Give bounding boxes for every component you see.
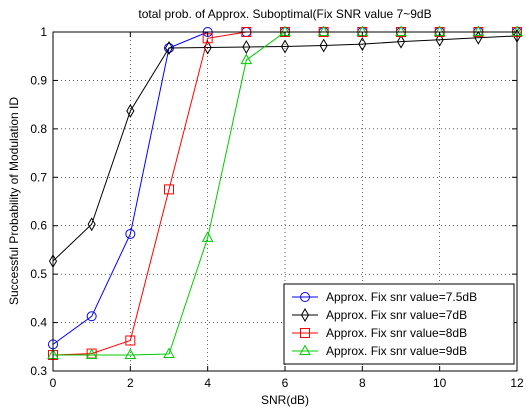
square-marker: [300, 328, 310, 338]
y-tick-label: 0.7: [30, 170, 47, 184]
y-tick-label: 0.8: [30, 122, 47, 136]
y-axis-label: Successful Probability of Modulation ID: [7, 97, 21, 305]
legend-label: Approx. Fix snr value=9dB: [326, 344, 467, 358]
x-tick-label: 2: [127, 376, 134, 390]
triangle-marker: [124, 348, 137, 360]
diamond-marker: [126, 103, 135, 118]
x-tick-label: 10: [433, 376, 447, 390]
y-tick-label: 0.5: [30, 267, 47, 281]
triangle-marker: [201, 231, 214, 242]
x-tick-label: 12: [510, 376, 524, 390]
triangle-marker: [240, 53, 253, 65]
diamond-marker: [396, 34, 406, 49]
series-line: [52, 35, 518, 262]
diamond-marker: [435, 32, 444, 47]
legend: Approx. Fix snr value=7.5dB Approx. Fix s…: [283, 283, 515, 365]
square-marker: [125, 335, 136, 346]
circle-marker: [86, 311, 97, 322]
series-2: [48, 28, 522, 269]
triangle-marker: [163, 347, 175, 359]
triangle-marker: [472, 25, 485, 36]
circle-marker: [125, 228, 136, 239]
x-tick-label: 8: [359, 376, 366, 390]
x-tick-label: 6: [282, 376, 289, 390]
triangle-marker: [85, 348, 98, 360]
diamond-marker: [319, 38, 328, 53]
legend-label: Approx. Fix snr value=7.5dB: [326, 290, 477, 304]
y-tick-label: 0.9: [30, 73, 47, 87]
diamond-marker: [358, 37, 367, 52]
legend-item: Approx. Fix snr value=8dB: [292, 326, 467, 340]
chart-title: total prob. of Approx. Suboptimal(Fix SN…: [138, 7, 431, 21]
diamond-marker: [280, 39, 290, 54]
axis-ticks: 0 2 4 6 8 10 12 0.3 0.4 0.5 0.6 0.7 0.8 0.9 1: [30, 25, 524, 390]
y-tick-label: 0.3: [30, 364, 47, 378]
triangle-marker: [299, 344, 311, 355]
diamond-marker: [87, 217, 96, 232]
legend-item: Approx. Fix snr value=7dB: [292, 308, 467, 322]
triangle-marker: [317, 25, 330, 36]
y-tick-label: 0.4: [30, 316, 47, 330]
legend-box: [283, 283, 515, 365]
y-tick-label: 0.6: [30, 219, 47, 233]
legend-label: Approx. Fix snr value=7dB: [326, 308, 467, 322]
circle-marker: [300, 292, 310, 302]
square-marker: [164, 184, 174, 195]
legend-label: Approx. Fix snr value=8dB: [326, 326, 467, 340]
diamond-marker: [164, 40, 174, 55]
legend-item: Approx. Fix snr value=7.5dB: [292, 290, 477, 304]
diamond-marker: [242, 40, 251, 55]
diamond-marker: [300, 308, 310, 322]
x-tick-label: 0: [50, 376, 57, 390]
x-axis-label: SNR(dB): [261, 393, 309, 407]
x-tick-label: 4: [204, 376, 211, 390]
legend-item: Approx. Fix snr value=9dB: [292, 344, 467, 358]
triangle-marker: [395, 25, 407, 36]
y-tick-label: 1: [40, 25, 47, 39]
